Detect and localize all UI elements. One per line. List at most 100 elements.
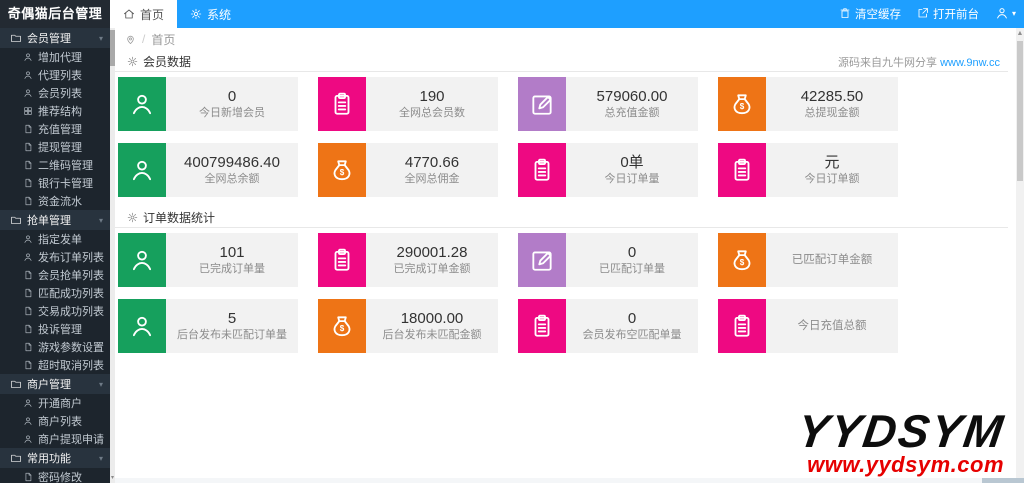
- stat-card-全网总佣金: $4770.66 全网总佣金: [318, 143, 498, 197]
- moneybag-icon: $: [718, 233, 766, 287]
- scrollbar-up-arrow-icon[interactable]: ▲: [1016, 30, 1024, 37]
- header-actions: 清空缓存 打开前台 ▾: [839, 0, 1016, 28]
- sidebar-item-游戏参数设置[interactable]: 游戏参数设置: [0, 338, 110, 356]
- stat-label: 今日订单额: [804, 173, 860, 185]
- action-label: 清空缓存: [854, 9, 901, 21]
- sidebar-item-推荐结构[interactable]: 推荐结构: [0, 102, 110, 120]
- section-label: 会员管理: [27, 33, 71, 45]
- grid-icon: [23, 106, 33, 116]
- stat-value: 290001.28: [396, 244, 468, 261]
- sidebar-item-开通商户[interactable]: 开通商户: [0, 394, 110, 412]
- sidebar-item-投诉管理[interactable]: 投诉管理: [0, 320, 110, 338]
- sidebar-scrollbar-thumb[interactable]: [110, 30, 115, 66]
- stat-card-后台发布未匹配金额: $18000.00 后台发布未匹配金额: [318, 299, 498, 353]
- stat-value: 元: [824, 154, 840, 171]
- chevron-icon: ▾: [98, 379, 103, 389]
- sidebar-item-超时取消列表[interactable]: 超时取消列表: [0, 356, 110, 374]
- main-scrollbar-thumb[interactable]: [1017, 41, 1023, 181]
- sidebar-item-会员抢单列表[interactable]: 会员抢单列表: [0, 266, 110, 284]
- main-content: / 首页 会员数据 源码来自九牛网分享 www.9nw.cc 0 今日新增会员 19…: [115, 28, 1016, 483]
- svg-text:$: $: [340, 168, 345, 177]
- item-label: 发布订单列表: [38, 252, 104, 264]
- stat-value: 18000.00: [400, 310, 464, 327]
- watermark-url: www.yydsym.com: [807, 452, 1004, 477]
- stat-value: 0: [627, 310, 637, 327]
- user-menu[interactable]: ▾: [995, 6, 1016, 23]
- tab-label: 系统: [207, 7, 232, 22]
- panel-gear-icon: [127, 56, 138, 67]
- stat-info: 元今日订单额: [766, 143, 898, 197]
- file-icon: [23, 306, 33, 316]
- item-label: 会员抢单列表: [38, 270, 104, 282]
- file-icon: [23, 142, 33, 152]
- file-icon: [23, 270, 33, 280]
- user-icon: [23, 434, 33, 444]
- item-label: 资金流水: [38, 196, 82, 208]
- stat-info: 0 今日新增会员: [166, 77, 298, 131]
- sidebar-item-代理列表[interactable]: 代理列表: [0, 66, 110, 84]
- file-icon: [23, 178, 33, 188]
- file-icon: [23, 472, 33, 482]
- horizontal-scrollbar-thumb[interactable]: [982, 478, 1024, 483]
- horizontal-scrollbar[interactable]: [115, 478, 1024, 483]
- folder-icon: [10, 378, 22, 390]
- sidebar-scrollbar[interactable]: ▾: [110, 28, 115, 483]
- stat-value: 0单: [620, 154, 644, 171]
- breadcrumb: / 首页: [115, 28, 1016, 50]
- breadcrumb-separator: /: [142, 32, 146, 46]
- clipboard-icon: [318, 233, 366, 287]
- tab-系统[interactable]: 系统: [177, 0, 244, 28]
- stat-value: 400799486.40: [184, 154, 280, 171]
- sidebar-item-资金流水[interactable]: 资金流水: [0, 192, 110, 210]
- user-icon: [23, 234, 33, 244]
- sidebar-item-会员列表[interactable]: 会员列表: [0, 84, 110, 102]
- user-icon: [23, 252, 33, 262]
- sidebar-section-常用功能[interactable]: 常用功能 ▾: [0, 448, 110, 468]
- source-note-link[interactable]: www.9nw.cc: [940, 57, 1000, 69]
- main-scrollbar[interactable]: ▲: [1016, 28, 1024, 483]
- sidebar-item-银行卡管理[interactable]: 银行卡管理: [0, 174, 110, 192]
- breadcrumb-current[interactable]: 首页: [151, 32, 176, 47]
- sidebar-item-指定发单[interactable]: 指定发单: [0, 230, 110, 248]
- order-stats-cards: 101 已完成订单量 290001.28 已完成订单金额 0 已匹配订单量 $ 已匹配订单金额…: [118, 233, 1016, 353]
- sidebar-item-交易成功列表[interactable]: 交易成功列表: [0, 302, 110, 320]
- cards-row: 101 已完成订单量 290001.28 已完成订单金额 0 已匹配订单量 $ 已匹配订单金额: [118, 233, 1016, 287]
- item-label: 推荐结构: [38, 106, 82, 118]
- sidebar-item-商户提现申请[interactable]: 商户提现申请: [0, 430, 110, 448]
- folder-icon: [10, 214, 22, 226]
- sidebar-item-匹配成功列表[interactable]: 匹配成功列表: [0, 284, 110, 302]
- sidebar-scrollbar-arrow-icon[interactable]: ▾: [110, 475, 114, 481]
- user-icon: [118, 77, 166, 131]
- sidebar-section-抢单管理[interactable]: 抢单管理 ▾: [0, 210, 110, 230]
- stat-info: 已匹配订单金额: [766, 233, 898, 287]
- sidebar-item-充值管理[interactable]: 充值管理: [0, 120, 110, 138]
- sidebar-section-items: 增加代理 代理列表 会员列表推荐结构充值管理 提现管理 二维码管理 银行卡管理资金流水: [0, 48, 110, 210]
- sidebar-item-提现管理[interactable]: 提现管理: [0, 138, 110, 156]
- sidebar: 会员管理 ▾ 增加代理 代理列表 会员列表 推荐结构 充值管理 提现管理 二维码管理 银行卡管理资…: [0, 28, 110, 483]
- item-label: 密码修改: [38, 472, 82, 483]
- top-header: 奇偶猫后台管理 首页 系统 清空缓存 打开前台 ▾: [0, 0, 1024, 28]
- header-action-打开前台[interactable]: 打开前台: [917, 6, 979, 22]
- user-icon: [118, 233, 166, 287]
- sidebar-section-商户管理[interactable]: 商户管理 ▾: [0, 374, 110, 394]
- cards-row: 5 后台发布未匹配订单量 $18000.00 后台发布未匹配金额 0 会员发布空匹配单量 今…: [118, 299, 1016, 353]
- source-note-text: 源码来自九牛网分享: [838, 57, 941, 69]
- sidebar-section-items: 密码修改: [0, 468, 110, 483]
- trash-icon: [839, 7, 851, 22]
- sidebar-item-发布订单列表[interactable]: 发布订单列表: [0, 248, 110, 266]
- stat-value: 4770.66: [404, 154, 460, 171]
- sidebar-item-增加代理[interactable]: 增加代理: [0, 48, 110, 66]
- panel-header-order-stats: 订单数据统计: [115, 206, 1008, 228]
- sidebar-item-二维码管理[interactable]: 二维码管理: [0, 156, 110, 174]
- tab-首页[interactable]: 首页: [110, 0, 178, 28]
- sidebar-item-商户列表[interactable]: 商户列表: [0, 412, 110, 430]
- stat-info: 4770.66 全网总佣金: [366, 143, 498, 197]
- file-icon: [23, 360, 33, 370]
- edit-icon: [518, 233, 566, 287]
- header-action-清空缓存[interactable]: 清空缓存: [839, 6, 901, 22]
- stat-label: 全网总佣金: [404, 173, 460, 185]
- sidebar-section-会员管理[interactable]: 会员管理 ▾: [0, 28, 110, 48]
- panel-title: 订单数据统计: [143, 211, 216, 225]
- sidebar-item-密码修改[interactable]: 密码修改: [0, 468, 110, 483]
- item-label: 超时取消列表: [38, 360, 104, 372]
